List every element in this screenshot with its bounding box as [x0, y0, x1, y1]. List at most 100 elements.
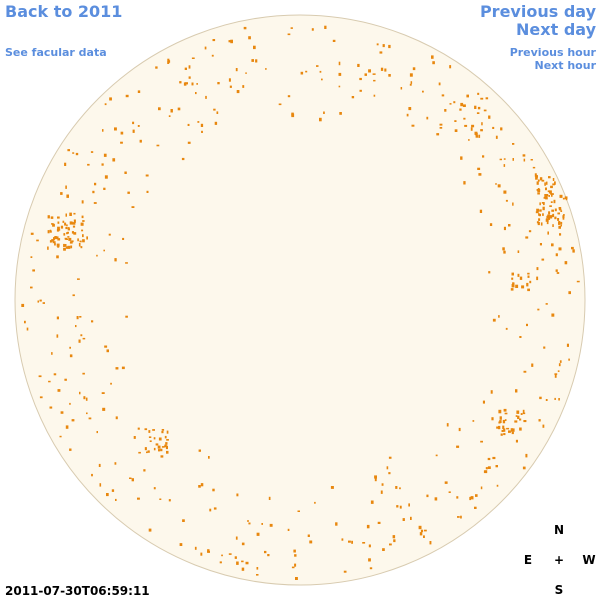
- facula: [423, 535, 425, 538]
- back-link[interactable]: Back to 2011: [5, 2, 122, 21]
- facula: [137, 427, 140, 430]
- facula: [426, 494, 429, 498]
- facula: [456, 496, 459, 499]
- facula: [57, 226, 60, 230]
- facula: [56, 334, 59, 338]
- next-day-link[interactable]: Next day: [516, 20, 597, 39]
- facula: [502, 419, 506, 424]
- facula: [236, 493, 239, 497]
- facula: [75, 152, 79, 156]
- facula: [155, 66, 158, 69]
- facula: [115, 416, 118, 420]
- facula: [138, 451, 141, 454]
- facula: [72, 225, 76, 228]
- facula: [86, 412, 88, 415]
- facula: [422, 90, 424, 93]
- facula: [102, 129, 104, 132]
- facula: [542, 424, 545, 428]
- facula: [115, 498, 117, 501]
- facula: [78, 243, 81, 247]
- facula: [519, 336, 522, 338]
- facula: [67, 149, 70, 152]
- facula: [235, 68, 238, 72]
- facula: [551, 243, 554, 247]
- facula: [148, 436, 152, 438]
- facula: [536, 276, 539, 281]
- facula: [512, 158, 514, 161]
- facula: [475, 132, 478, 136]
- next-hour-link[interactable]: Next hour: [535, 59, 597, 72]
- facula: [495, 135, 498, 139]
- facula: [487, 466, 491, 469]
- facula: [158, 437, 162, 441]
- facula: [293, 549, 296, 553]
- facula: [474, 105, 477, 109]
- facula: [168, 115, 171, 117]
- facula: [148, 430, 151, 433]
- facula: [434, 497, 438, 501]
- facula: [228, 553, 232, 555]
- facular-data-link[interactable]: See facular data: [5, 46, 107, 59]
- facula: [537, 192, 540, 195]
- facula: [73, 212, 76, 215]
- facula: [502, 247, 505, 251]
- facula: [80, 334, 83, 337]
- facula: [539, 177, 543, 181]
- facula: [470, 127, 473, 131]
- facula: [265, 68, 267, 70]
- facula: [568, 358, 570, 361]
- facula: [195, 92, 197, 95]
- facula: [57, 221, 60, 224]
- facula: [431, 55, 434, 59]
- facula: [256, 574, 259, 576]
- facula: [393, 539, 396, 543]
- facula: [230, 39, 233, 44]
- facula: [49, 406, 53, 409]
- facula: [526, 323, 528, 327]
- facula: [557, 212, 560, 215]
- facula: [551, 193, 554, 195]
- facula: [145, 174, 149, 177]
- facula: [77, 278, 80, 280]
- facula: [83, 396, 86, 400]
- facula: [527, 272, 530, 275]
- facula: [72, 152, 75, 154]
- facula: [409, 73, 413, 77]
- facula: [316, 65, 319, 67]
- facula: [516, 410, 520, 414]
- facula: [548, 190, 552, 194]
- facula: [481, 122, 483, 126]
- facula: [82, 372, 85, 375]
- facula: [535, 211, 539, 214]
- facula: [159, 498, 162, 500]
- previous-day-link[interactable]: Previous day: [480, 2, 597, 21]
- facula: [488, 271, 491, 274]
- facula: [517, 273, 520, 277]
- facula: [558, 247, 562, 251]
- facula: [66, 224, 68, 227]
- previous-hour-link[interactable]: Previous hour: [510, 46, 597, 59]
- facula: [550, 185, 553, 189]
- facula: [209, 508, 212, 512]
- facula: [85, 397, 88, 401]
- facula: [99, 483, 102, 487]
- facula: [453, 101, 456, 104]
- facula: [94, 182, 97, 186]
- facula: [548, 211, 551, 215]
- facula: [419, 532, 423, 536]
- facula: [510, 429, 514, 432]
- facula: [291, 566, 295, 569]
- facula: [408, 107, 412, 111]
- facula: [381, 483, 384, 486]
- facula: [69, 402, 71, 405]
- facula: [187, 141, 191, 144]
- facula: [478, 173, 482, 176]
- facula: [568, 291, 571, 295]
- facula: [369, 567, 373, 570]
- facula: [388, 472, 391, 475]
- facula: [531, 363, 534, 367]
- compass-center: +: [554, 553, 564, 567]
- facula: [198, 449, 201, 452]
- facula: [439, 127, 443, 129]
- facula: [477, 167, 481, 170]
